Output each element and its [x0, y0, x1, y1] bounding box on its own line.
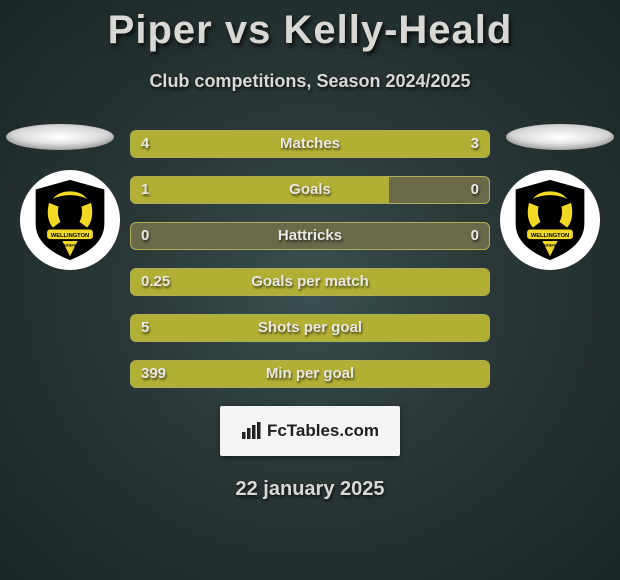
stat-label: Shots per goal: [131, 315, 489, 341]
stat-row: 43Matches: [130, 130, 490, 158]
page-title: Piper vs Kelly-Heald: [0, 0, 620, 53]
wellington-phoenix-crest-icon: WELLINGTON PHOENIX: [511, 178, 589, 262]
player2-name: Kelly-Heald: [283, 8, 512, 52]
stat-label: Goals per match: [131, 269, 489, 295]
stat-row: 5Shots per goal: [130, 314, 490, 342]
stat-label: Min per goal: [131, 361, 489, 387]
player2-avatar-placeholder: [506, 124, 614, 150]
stat-label: Hattricks: [131, 223, 489, 249]
stat-row: 10Goals: [130, 176, 490, 204]
player1-name: Piper: [108, 8, 213, 52]
svg-text:WELLINGTON: WELLINGTON: [531, 233, 569, 239]
wellington-phoenix-crest-icon: WELLINGTON PHOENIX: [31, 178, 109, 262]
player1-avatar-placeholder: [6, 124, 114, 150]
stat-row: 399Min per goal: [130, 360, 490, 388]
stat-label: Matches: [131, 131, 489, 157]
team-crest-left: WELLINGTON PHOENIX: [20, 170, 120, 270]
stat-label: Goals: [131, 177, 489, 203]
bar-chart-icon: [241, 422, 261, 440]
date: 22 january 2025: [0, 478, 620, 501]
team-crest-right: WELLINGTON PHOENIX: [500, 170, 600, 270]
stat-row: 0.25Goals per match: [130, 268, 490, 296]
stat-row: 00Hattricks: [130, 222, 490, 250]
fctables-label: FcTables.com: [267, 421, 379, 441]
vs-text: vs: [225, 8, 272, 52]
svg-text:WELLINGTON: WELLINGTON: [51, 233, 89, 239]
svg-text:PHOENIX: PHOENIX: [541, 244, 559, 248]
svg-text:PHOENIX: PHOENIX: [61, 244, 79, 248]
stat-rows: 43Matches 10Goals 00Hattricks 0.25Goals per…: [130, 130, 490, 388]
fctables-badge: FcTables.com: [220, 406, 400, 456]
subtitle: Club competitions, Season 2024/2025: [0, 71, 620, 92]
